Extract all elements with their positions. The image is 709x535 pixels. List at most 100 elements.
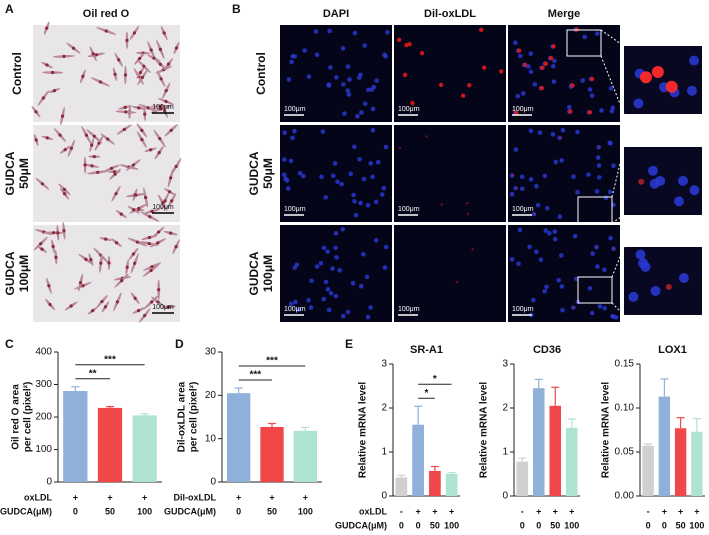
sig-label: *** (104, 354, 116, 365)
lipid (69, 304, 73, 308)
nucleus (321, 245, 327, 251)
y-tick-label: 0 (381, 491, 387, 502)
nucleus (337, 268, 342, 273)
lipid (40, 182, 44, 186)
micrograph (394, 25, 506, 122)
nucleus (355, 114, 360, 119)
nucleus (290, 53, 296, 59)
zoom-guide (611, 146, 625, 198)
lipid (466, 212, 469, 215)
lipid (92, 134, 96, 138)
nucleus (350, 280, 356, 286)
nucleus (594, 189, 600, 194)
zoom-guide (600, 29, 625, 47)
nucleus (358, 200, 363, 206)
lipid (573, 306, 576, 309)
scale-label: 100μm (398, 306, 420, 313)
panel-letter: E (345, 337, 353, 351)
condition: 0 (416, 520, 421, 530)
row-label: Control (254, 52, 268, 95)
condition: 100 (137, 506, 152, 516)
nucleus (516, 261, 521, 267)
nucleus (289, 59, 294, 65)
lipid (113, 72, 117, 76)
nucleus (538, 257, 544, 263)
lipid (89, 258, 93, 262)
y-tick-label: 3 (502, 359, 508, 370)
nucleus (527, 244, 532, 250)
nucleus (320, 129, 326, 134)
lipid (143, 313, 147, 318)
lipid (460, 93, 466, 98)
bar (445, 474, 458, 496)
condition: 50 (430, 520, 440, 530)
scale-label: 100μm (512, 106, 534, 113)
nucleus (587, 286, 593, 291)
nucleus (357, 156, 362, 162)
nucleus (550, 132, 556, 137)
lipid (91, 52, 95, 56)
nucleus (352, 144, 357, 150)
nucleus (385, 30, 390, 35)
condition: + (662, 506, 667, 516)
condition: + (449, 506, 454, 516)
nucleus (326, 307, 332, 313)
nucleus (528, 51, 534, 57)
lipid (156, 230, 161, 234)
nucleus (292, 128, 297, 134)
lipid (133, 296, 137, 300)
nucleus (553, 159, 559, 165)
lipid (81, 284, 85, 288)
lipid (587, 110, 593, 115)
nucleus (677, 175, 688, 186)
nucleus (528, 177, 534, 182)
lipid (92, 155, 96, 159)
lipid (48, 302, 52, 307)
lipid (516, 48, 522, 53)
bar (532, 388, 545, 496)
condition: 100 (298, 506, 313, 516)
lipid (440, 203, 443, 206)
bar (674, 428, 687, 496)
nucleus (686, 85, 697, 96)
condition: + (569, 506, 574, 516)
lipid (103, 305, 108, 309)
nucleus (330, 266, 335, 271)
condition: + (236, 492, 241, 502)
nucleus (345, 64, 351, 69)
lipid (174, 245, 178, 249)
nucleus (368, 305, 373, 310)
condition: + (303, 492, 308, 502)
lipid (158, 47, 162, 51)
nucleus (580, 78, 585, 83)
bar (658, 396, 671, 496)
selection-box (577, 276, 613, 304)
nucleus (556, 277, 561, 283)
lipid (114, 241, 119, 245)
nucleus (327, 28, 332, 34)
condition: + (694, 506, 699, 516)
nucleus (532, 82, 538, 87)
lipid (41, 96, 45, 100)
condition: 50 (550, 520, 560, 530)
condition: - (521, 506, 524, 516)
bar (132, 415, 157, 482)
channel-title: Dil-oxLDL (424, 8, 476, 20)
lipid (54, 255, 58, 260)
nucleus (332, 161, 338, 166)
lipid (142, 64, 146, 68)
nucleus (559, 158, 564, 163)
nucleus (352, 199, 357, 204)
y-tick-label: 0 (46, 477, 52, 488)
condition: 50 (676, 520, 686, 530)
zoom-guide (611, 214, 625, 224)
lipid (665, 80, 678, 93)
lipid (167, 190, 172, 194)
condition: 0 (399, 520, 404, 530)
micrograph (280, 225, 392, 322)
lipid (107, 261, 111, 265)
lipid (96, 170, 100, 174)
lipid (147, 241, 151, 246)
lipid (34, 110, 38, 114)
zoom-guide (611, 246, 625, 278)
